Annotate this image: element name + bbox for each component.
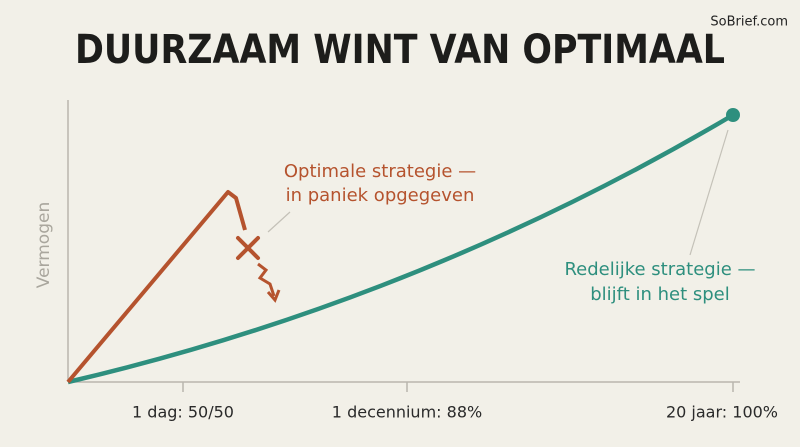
axes	[67, 100, 740, 392]
annotation: Redelijke strategie —	[564, 259, 755, 280]
brand: SoBrief.com	[710, 15, 788, 30]
squiggle	[257, 262, 276, 297]
end-dot	[726, 108, 740, 122]
leader-line	[689, 129, 729, 256]
reasonable-curve	[67, 113, 735, 385]
cross	[236, 236, 260, 260]
title: DUURZAAM WINT VAN OPTIMAAL	[75, 27, 725, 73]
arrow-head	[266, 289, 281, 303]
annotation: blijft in het spel	[590, 284, 730, 305]
optimal-curve	[66, 190, 247, 384]
annotation: Optimale strategie —	[284, 161, 476, 182]
x-label: 1 dag: 50/50	[132, 403, 234, 422]
x-label: 1 decennium: 88%	[332, 403, 482, 422]
y-axis-label: Vermogen	[34, 202, 54, 288]
leader-line	[267, 211, 291, 233]
x-label: 20 jaar: 100%	[666, 403, 778, 422]
annotation: in paniek opgegeven	[286, 185, 475, 206]
